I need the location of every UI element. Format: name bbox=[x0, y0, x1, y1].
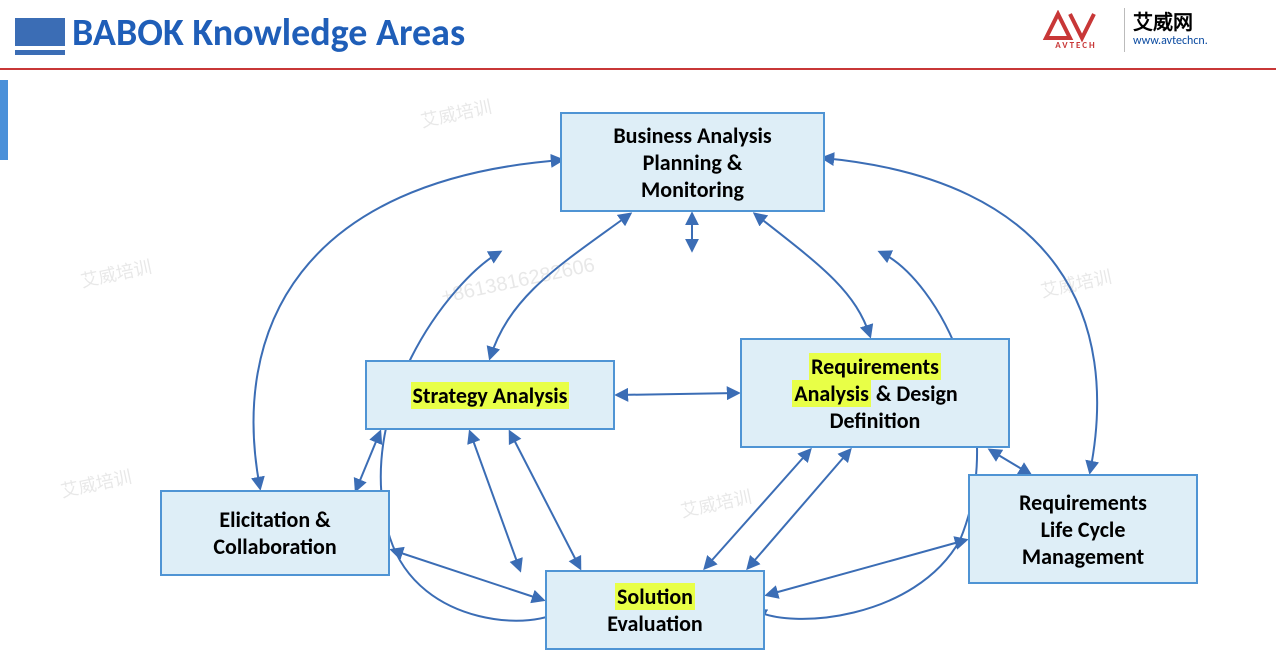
node-planning: Business AnalysisPlanning &Monitoring bbox=[560, 112, 825, 212]
avtech-logo-icon: AVTECH bbox=[1036, 10, 1116, 50]
edge-strategy-solution bbox=[470, 432, 520, 570]
node-rlcm: RequirementsLife CycleManagement bbox=[968, 474, 1198, 584]
logo-text-block: 艾威网 www.avtechcn. bbox=[1133, 12, 1208, 48]
node-elicit: Elicitation &Collaboration bbox=[160, 490, 390, 576]
edge-solution-rlcm bbox=[767, 540, 966, 595]
edge-strategy-elicit bbox=[356, 432, 380, 490]
node-strategy: Strategy Analysis bbox=[365, 360, 615, 430]
watermark: 艾威培训 bbox=[1038, 263, 1114, 303]
edge-inner-top-inner-bot bbox=[381, 252, 560, 621]
diagram-canvas: Business AnalysisPlanning &Monitoring Str… bbox=[0, 70, 1276, 666]
logo-area: AVTECH 艾威网 www.avtechcn. bbox=[1036, 0, 1276, 60]
edge-radd-solution2 bbox=[705, 450, 810, 568]
logo-cn-text: 艾威网 bbox=[1133, 12, 1208, 34]
edge-strategy-solution2 bbox=[510, 432, 580, 568]
edge-strategy-radd bbox=[617, 393, 738, 395]
edge-planning-elicit bbox=[254, 160, 562, 488]
watermark: 艾威培训 bbox=[78, 253, 154, 293]
watermark-phone: +8613816282606 bbox=[439, 254, 597, 309]
edge-elicit-solution bbox=[392, 550, 543, 600]
logo-divider bbox=[1124, 8, 1125, 52]
watermark: 艾威培训 bbox=[678, 483, 754, 523]
logo-url-text: www.avtechcn. bbox=[1133, 34, 1208, 48]
watermark: 艾威培训 bbox=[58, 463, 134, 503]
logo-brand-text: AVTECH bbox=[1055, 40, 1096, 50]
edge-planning-strategy bbox=[490, 214, 630, 358]
title-accent-bar bbox=[15, 18, 65, 46]
title-accent-bar-2 bbox=[15, 50, 65, 55]
watermark: 艾威培训 bbox=[418, 93, 494, 133]
header: BABOK Knowledge Areas AVTECH 艾威网 www.avt… bbox=[0, 0, 1276, 70]
edge-radd-rlcm bbox=[990, 450, 1030, 474]
node-radd: RequirementsAnalysis & DesignDefinition bbox=[740, 338, 1010, 448]
edge-planning-radd bbox=[755, 214, 870, 336]
page-title: BABOK Knowledge Areas bbox=[72, 10, 465, 56]
edge-radd-solution bbox=[748, 450, 850, 568]
node-solution: SolutionEvaluation bbox=[545, 570, 765, 650]
